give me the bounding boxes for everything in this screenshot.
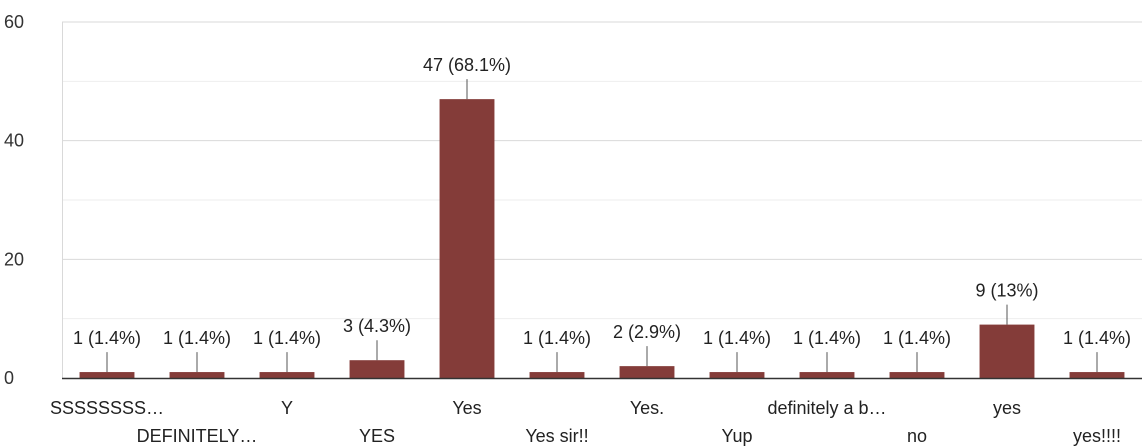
bar	[889, 372, 945, 378]
bar	[169, 372, 225, 378]
data-label: 1 (1.4%)	[163, 328, 231, 348]
data-label: 1 (1.4%)	[1063, 328, 1131, 348]
bar	[799, 372, 855, 378]
bar	[1069, 372, 1125, 378]
data-label: 1 (1.4%)	[703, 328, 771, 348]
x-tick-label: Yup	[721, 426, 752, 446]
data-label: 1 (1.4%)	[73, 328, 141, 348]
bar	[709, 372, 765, 378]
bar	[529, 372, 585, 378]
y-axis-ticks: 0 20 40 60	[4, 12, 24, 388]
x-tick-label: SSSSSSSS…	[50, 398, 164, 418]
data-label: 1 (1.4%)	[883, 328, 951, 348]
bar	[439, 99, 495, 378]
data-labels: 1 (1.4%) 1 (1.4%) 1 (1.4%) 3 (4.3%) 47 (68.1…	[73, 55, 1131, 348]
x-tick-label: DEFINITELY…	[137, 426, 258, 446]
x-tick-label: Yes.	[630, 398, 664, 418]
bar	[259, 372, 315, 378]
data-label: 1 (1.4%)	[253, 328, 321, 348]
x-tick-label: definitely a b…	[767, 398, 886, 418]
data-label: 1 (1.4%)	[793, 328, 861, 348]
y-tick-label: 40	[4, 131, 24, 151]
x-tick-label: YES	[359, 426, 395, 446]
x-tick-label: Yes sir!!	[525, 426, 588, 446]
data-label: 1 (1.4%)	[523, 328, 591, 348]
bars	[79, 99, 1125, 378]
data-label: 9 (13%)	[975, 281, 1038, 301]
data-label-leaders	[106, 79, 1098, 373]
bar	[619, 366, 675, 378]
data-label: 3 (4.3%)	[343, 316, 411, 336]
x-tick-label: Y	[281, 398, 293, 418]
x-tick-label: yes!!!!	[1073, 426, 1121, 446]
data-label: 47 (68.1%)	[423, 55, 511, 75]
bar	[349, 360, 405, 378]
grid-lines	[62, 21, 1142, 378]
data-label: 2 (2.9%)	[613, 322, 681, 342]
bar	[979, 324, 1035, 378]
x-tick-label: no	[907, 426, 927, 446]
x-axis-ticks: SSSSSSSS… DEFINITELY… Y YES Yes Yes sir!! Yes.…	[50, 398, 1121, 446]
bar	[79, 372, 135, 378]
y-tick-label: 0	[4, 368, 14, 388]
y-tick-label: 60	[4, 12, 24, 32]
x-tick-label: yes	[993, 398, 1021, 418]
y-tick-label: 20	[4, 249, 24, 269]
x-tick-label: Yes	[452, 398, 481, 418]
